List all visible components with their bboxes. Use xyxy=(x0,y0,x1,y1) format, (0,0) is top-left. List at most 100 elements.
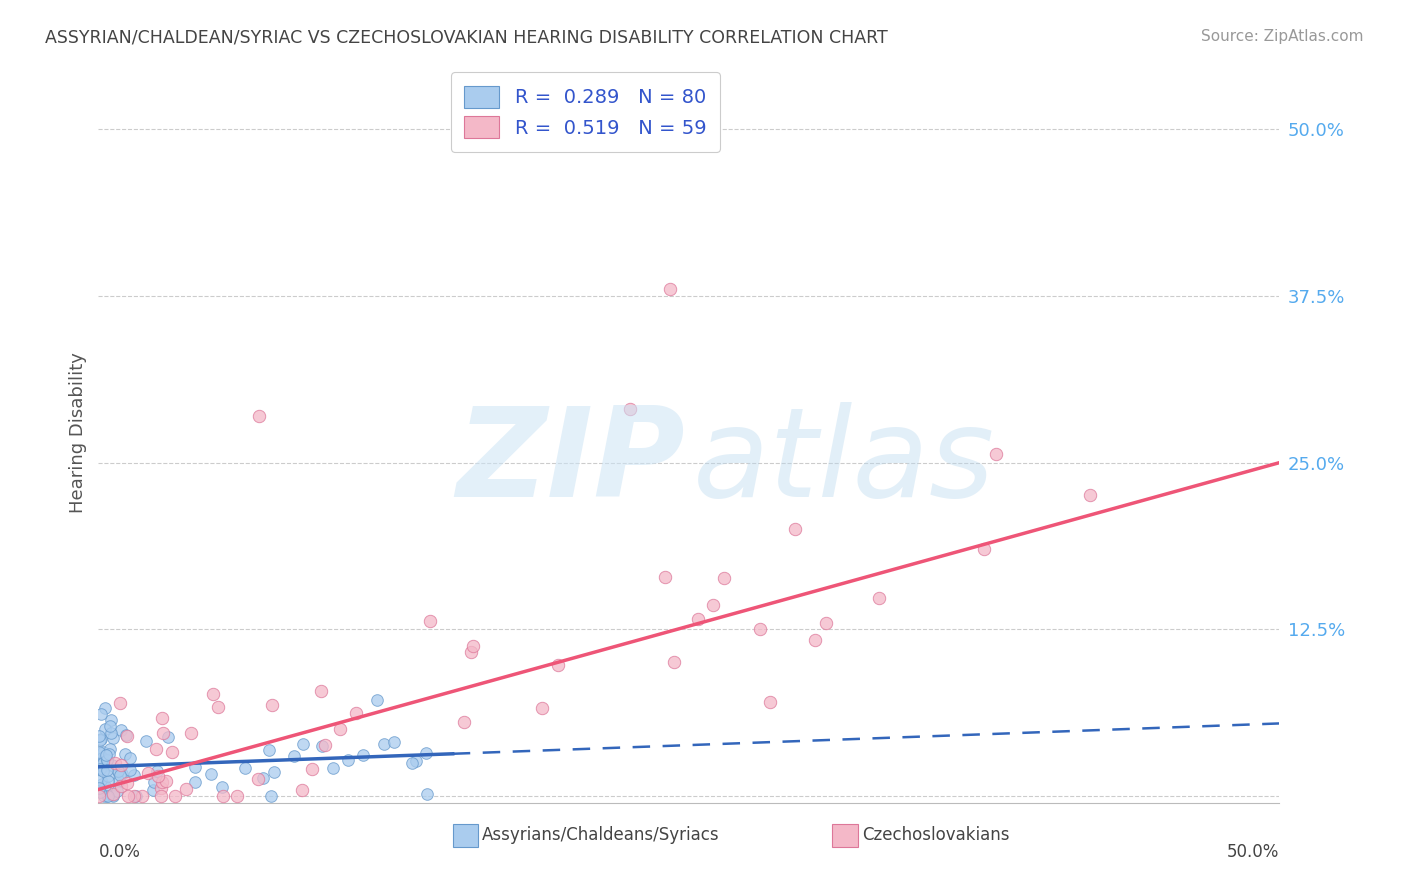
Point xyxy=(97,769,120,783)
Point xyxy=(200,767,222,781)
Point xyxy=(659,282,682,296)
Point xyxy=(89,762,111,776)
Point xyxy=(117,776,139,790)
Point xyxy=(156,730,179,744)
Point xyxy=(748,622,770,636)
Point xyxy=(352,747,374,762)
Point xyxy=(122,768,145,782)
Point xyxy=(814,615,837,630)
Point xyxy=(291,783,314,797)
Point xyxy=(115,728,138,742)
Point xyxy=(90,773,112,788)
Point xyxy=(366,693,388,707)
Point xyxy=(96,753,118,767)
Point xyxy=(163,789,186,804)
Point xyxy=(100,713,122,727)
Point xyxy=(100,726,122,740)
Point xyxy=(90,751,112,765)
Point xyxy=(103,788,125,802)
Point xyxy=(93,780,115,794)
Point xyxy=(91,764,114,778)
Point xyxy=(93,789,115,804)
Point xyxy=(252,771,274,785)
Text: 0.0%: 0.0% xyxy=(98,843,141,861)
Point xyxy=(662,655,685,669)
Point xyxy=(257,743,280,757)
Point xyxy=(135,734,157,748)
Point xyxy=(94,747,117,762)
Point xyxy=(98,719,121,733)
Point xyxy=(108,696,131,710)
Point xyxy=(311,684,333,698)
Point xyxy=(94,751,117,765)
Point xyxy=(174,781,197,796)
Point xyxy=(89,784,111,798)
Point xyxy=(146,764,169,778)
Point xyxy=(91,745,114,759)
Point xyxy=(150,789,173,804)
Point xyxy=(713,571,735,585)
Point xyxy=(262,698,284,713)
Point xyxy=(212,789,235,804)
Point xyxy=(111,767,134,781)
Point xyxy=(283,749,305,764)
Point xyxy=(107,764,129,778)
Point xyxy=(108,774,131,789)
Point xyxy=(145,742,167,756)
Text: ZIP: ZIP xyxy=(457,401,685,523)
Point xyxy=(101,758,124,772)
Point xyxy=(311,739,333,754)
Point xyxy=(89,732,111,747)
Text: atlas: atlas xyxy=(693,401,994,523)
Point xyxy=(405,754,427,768)
Point xyxy=(142,783,165,797)
Point xyxy=(183,774,205,789)
Point xyxy=(138,766,160,780)
Point xyxy=(758,695,780,709)
Point xyxy=(104,756,127,771)
Point xyxy=(96,763,118,777)
Text: Czechoslovakians: Czechoslovakians xyxy=(862,826,1010,844)
Text: 50.0%: 50.0% xyxy=(1227,843,1279,861)
Point xyxy=(89,757,111,772)
Point xyxy=(146,769,169,783)
Point xyxy=(211,780,233,795)
Point xyxy=(125,789,148,804)
Point xyxy=(226,789,249,804)
Point xyxy=(122,789,145,804)
Point xyxy=(619,402,641,417)
Point xyxy=(373,737,395,751)
Point xyxy=(547,657,569,672)
Point xyxy=(531,700,554,714)
Point xyxy=(90,731,112,746)
Point xyxy=(87,729,110,743)
Point xyxy=(401,756,423,770)
Point xyxy=(87,789,110,804)
Point xyxy=(118,750,141,764)
Text: ASSYRIAN/CHALDEAN/SYRIAC VS CZECHOSLOVAKIAN HEARING DISABILITY CORRELATION CHART: ASSYRIAN/CHALDEAN/SYRIAC VS CZECHOSLOVAK… xyxy=(45,29,887,46)
Point xyxy=(98,741,121,756)
Point xyxy=(329,723,352,737)
Point xyxy=(89,746,111,760)
Point xyxy=(131,789,153,804)
Point xyxy=(419,614,441,628)
Point xyxy=(384,735,406,749)
Point xyxy=(460,645,482,659)
Point xyxy=(702,598,724,612)
Point xyxy=(150,775,173,789)
Point xyxy=(207,699,229,714)
Point xyxy=(247,772,270,786)
Point xyxy=(314,738,336,752)
Point xyxy=(292,737,315,751)
Point xyxy=(105,784,128,798)
Point xyxy=(152,725,174,739)
Point xyxy=(688,612,710,626)
Point xyxy=(108,768,131,782)
Point xyxy=(114,747,136,761)
Point xyxy=(97,747,120,762)
Point xyxy=(149,780,172,795)
Point xyxy=(415,787,437,801)
Point xyxy=(96,789,118,804)
Point xyxy=(93,755,115,769)
Point xyxy=(202,687,225,701)
